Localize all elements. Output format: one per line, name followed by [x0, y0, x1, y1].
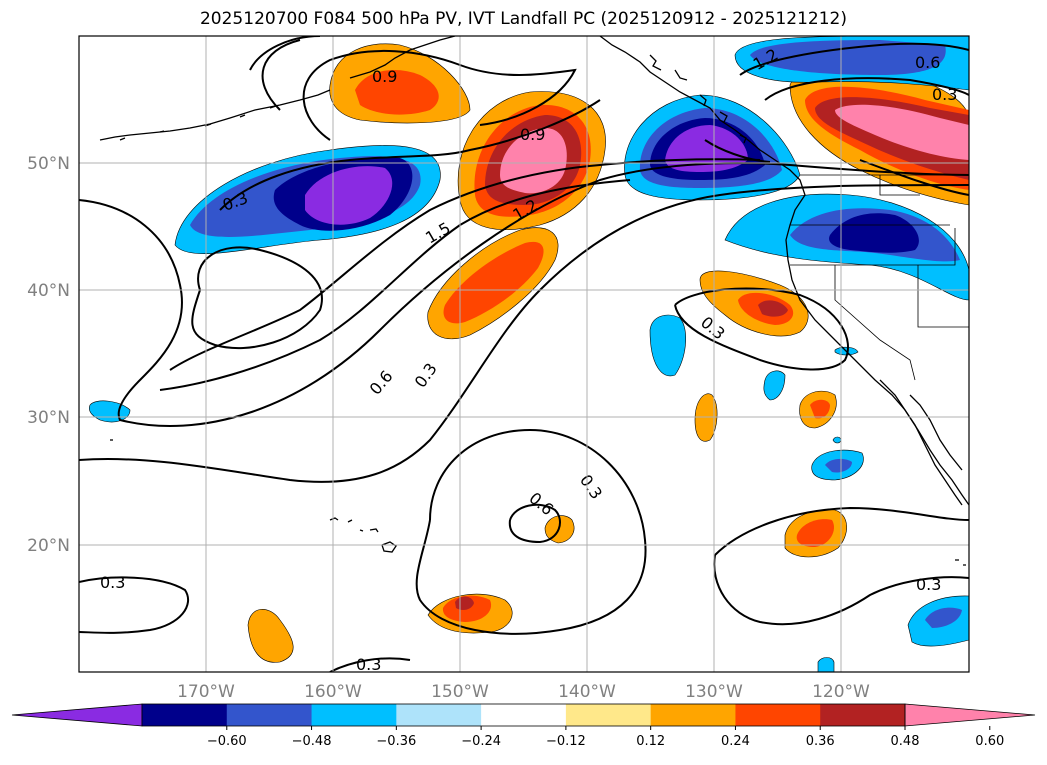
coastlines: [99, 36, 969, 566]
colorbar-swatch: [820, 704, 906, 726]
colorbar-tick-label: 0.36: [806, 734, 835, 749]
map-title: 2025120700 F084 500 hPa PV, IVT Landfall…: [199, 9, 847, 29]
colorbar-tick-label: −0.36: [376, 734, 416, 749]
colorbar-tick-label: 0.24: [721, 734, 750, 749]
colorbar-swatch: [142, 704, 228, 726]
contour-label: 0.3: [932, 85, 957, 104]
colorbar-tick-label: 0.48: [891, 734, 920, 749]
colorbar-tick-label: 0.12: [636, 734, 665, 749]
map-plot-area: 0.9 1.2 0.6 0.3 0.3 0.9 1.2 1.5 0.3 0.6 …: [79, 36, 969, 674]
colorbar-frame: [141, 703, 906, 727]
colorbar-swatch: [226, 704, 313, 726]
x-tick-label: 150°W: [431, 682, 489, 702]
colorbar-tick-label: 0.60: [975, 734, 1004, 749]
contour-label: 0.9: [372, 67, 397, 86]
colorbar-tick-label: −0.60: [207, 734, 247, 749]
x-tick-label: 120°W: [812, 682, 870, 702]
colorbar-extend-low: [11, 703, 143, 727]
colorbar-swatch: [565, 704, 652, 726]
contour-label: 0.3: [916, 575, 941, 594]
x-tick-label: 130°W: [685, 682, 743, 702]
colorbar-swatch: [396, 704, 482, 726]
gridlines: [79, 36, 969, 672]
x-tick-label: 160°W: [304, 682, 362, 702]
x-tick-label: 140°W: [558, 682, 616, 702]
colorbar-tick-label: −0.48: [292, 734, 332, 749]
y-tick-label: 50°N: [27, 154, 70, 174]
plot-frame: [78, 35, 970, 673]
y-tick-label: 30°N: [27, 408, 70, 428]
colorbar-swatch: [311, 704, 397, 726]
colorbar: −0.60 −0.48 −0.36 −0.24 −0.12 0.12 0.24 0.36 0.4…: [11, 703, 1036, 749]
x-axis-labels: 170°W 160°W 150°W 140°W 130°W 120°W: [177, 682, 870, 702]
y-axis-labels: 50°N 40°N 30°N 20°N: [27, 154, 70, 556]
contour-label: 0.3: [100, 573, 125, 592]
colorbar-swatch: [650, 704, 736, 726]
y-tick-label: 20°N: [27, 536, 70, 556]
colorbar-swatch: [735, 704, 821, 726]
colorbar-tick-label: −0.24: [461, 734, 501, 749]
contour-label: 0.6: [915, 53, 940, 72]
y-tick-label: 40°N: [27, 281, 70, 301]
x-tick-label: 170°W: [177, 682, 235, 702]
colorbar-swatch: [481, 704, 567, 726]
contour-label: 0.3: [356, 655, 381, 674]
contour-label: 0.9: [520, 125, 545, 144]
ivt-line-contours: [79, 36, 969, 672]
colorbar-tick-label: −0.12: [546, 734, 586, 749]
colorbar-extend-high: [904, 703, 1036, 727]
